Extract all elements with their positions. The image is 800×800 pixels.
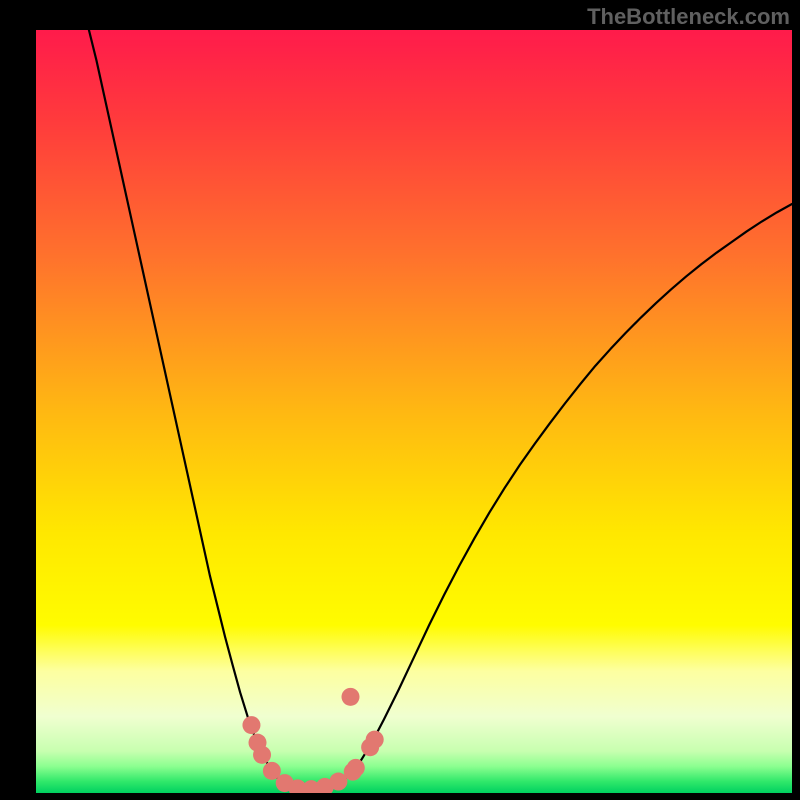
marker-point bbox=[342, 688, 360, 706]
chart-frame: TheBottleneck.com bbox=[0, 0, 800, 800]
marker-point bbox=[253, 746, 271, 764]
marker-point bbox=[242, 716, 260, 734]
watermark-text: TheBottleneck.com bbox=[587, 4, 790, 30]
gradient-background bbox=[36, 30, 792, 793]
bottleneck-chart bbox=[36, 30, 792, 793]
marker-point bbox=[366, 731, 384, 749]
marker-point bbox=[347, 759, 365, 777]
